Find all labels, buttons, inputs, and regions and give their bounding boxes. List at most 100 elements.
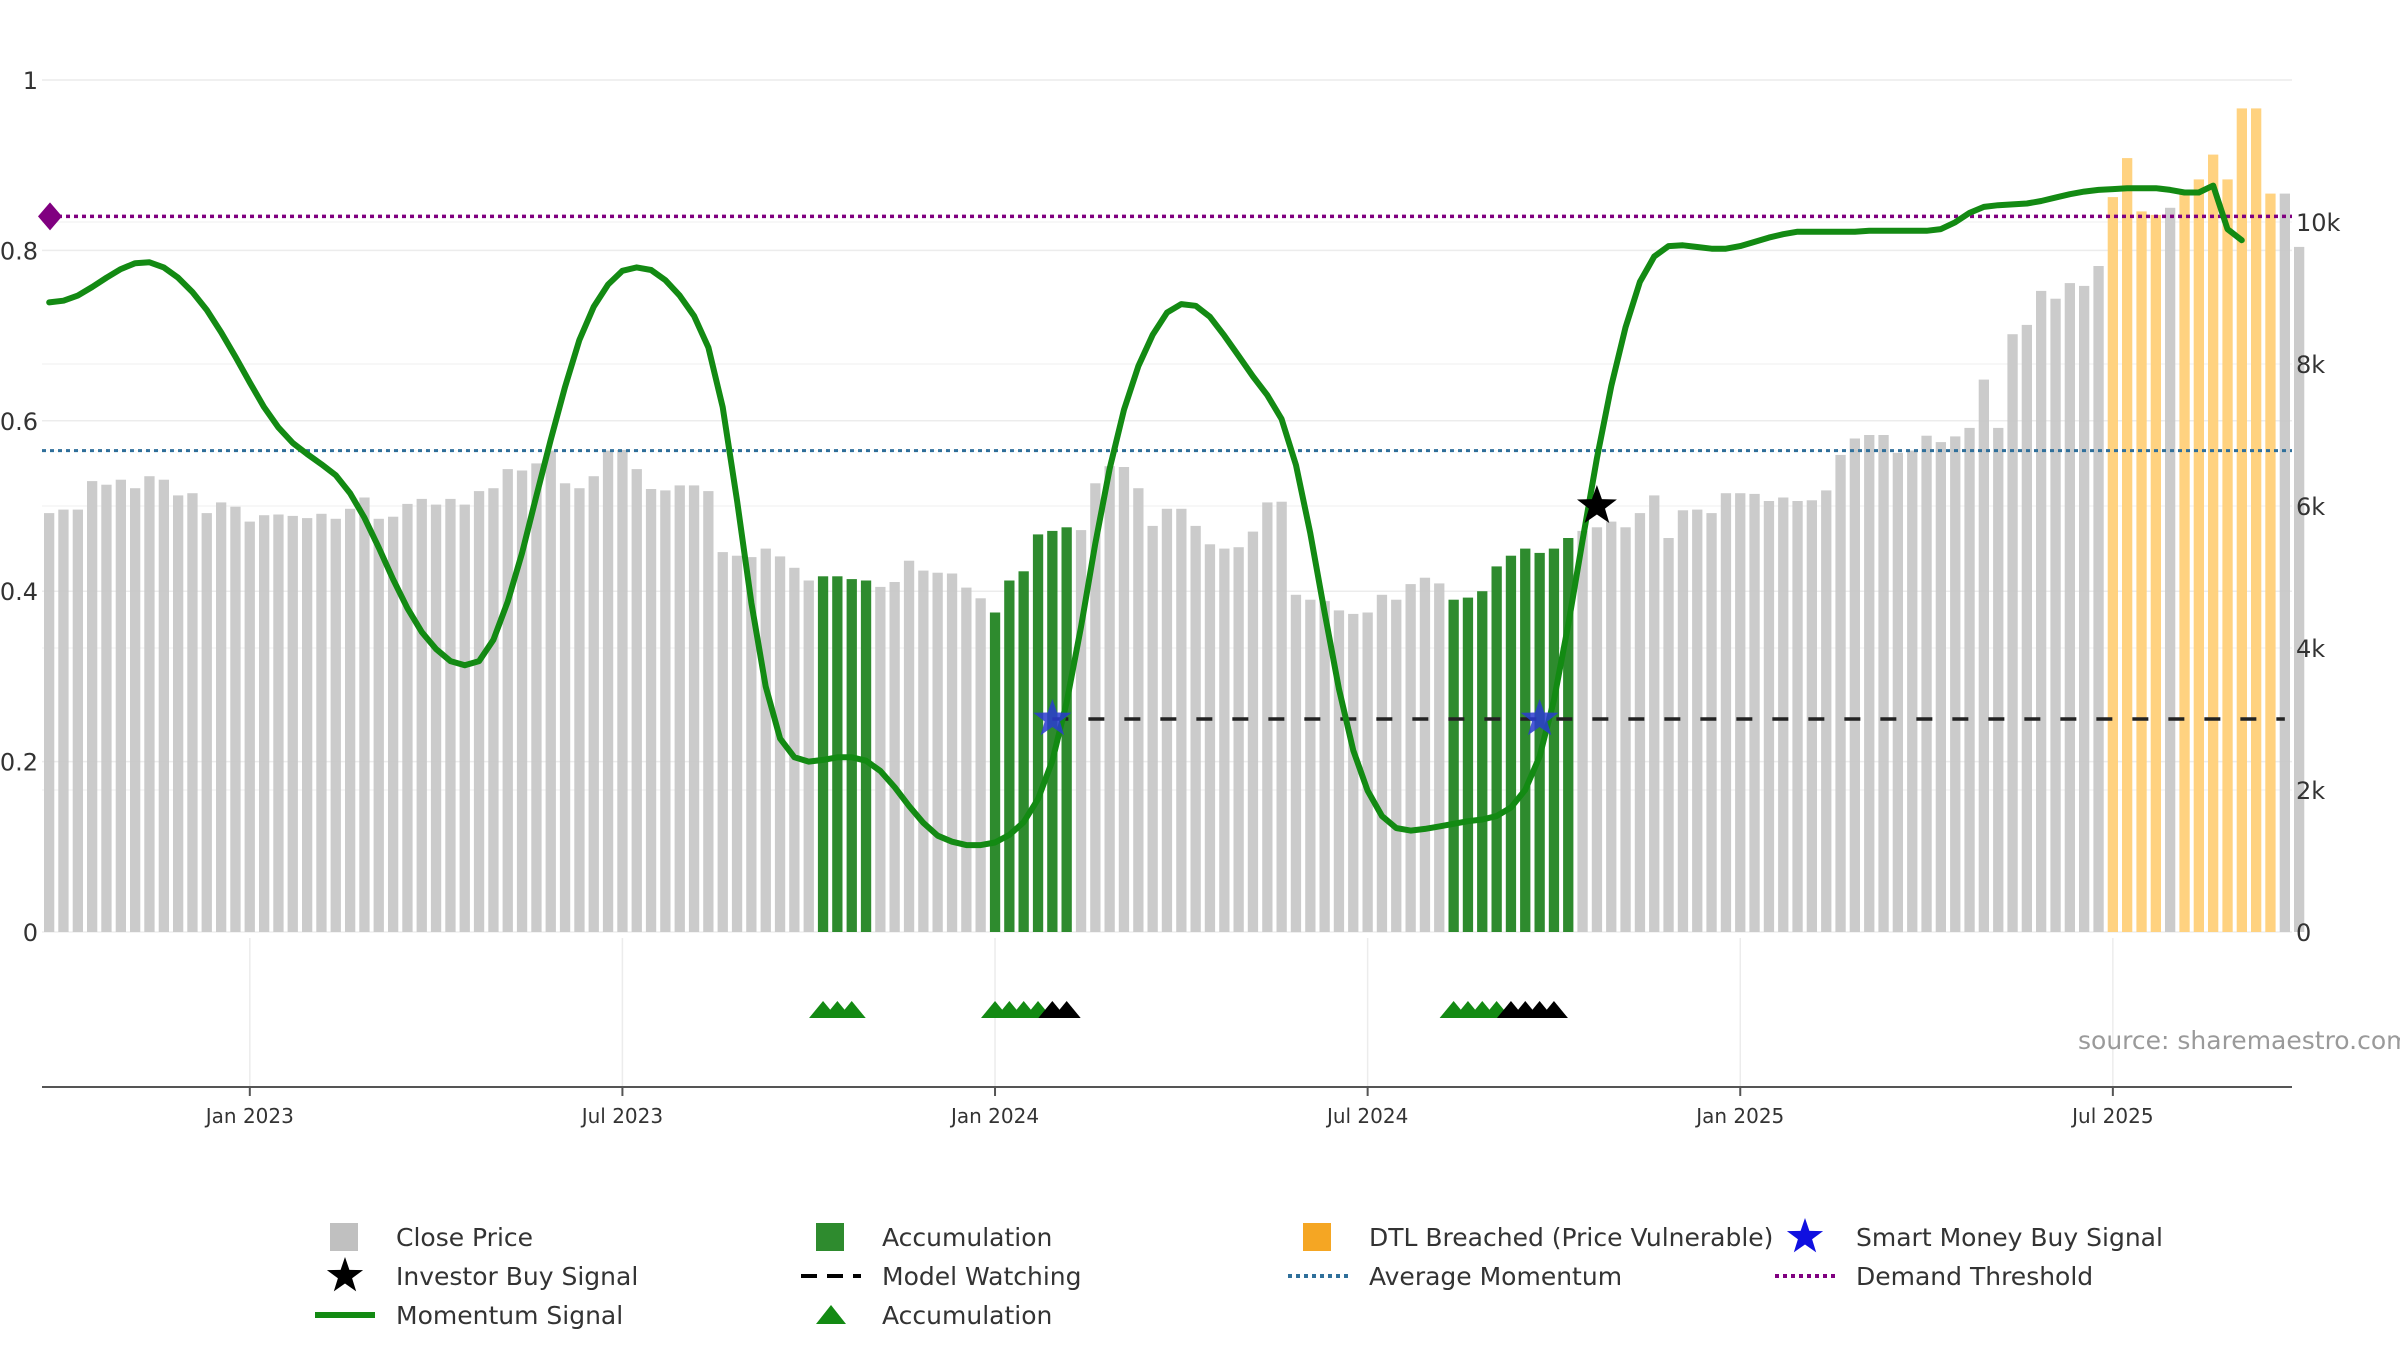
legend-label: Close Price: [396, 1223, 533, 1252]
legend-swatch: [1303, 1223, 1331, 1251]
legend-swatch: [330, 1223, 358, 1251]
signal-markers: [1033, 485, 1617, 736]
price-bar: [1262, 502, 1273, 932]
price-bar: [559, 483, 571, 932]
price-bar: [2064, 283, 2075, 933]
price-bar: [574, 488, 585, 932]
price-bar: [1649, 495, 1660, 932]
price-bar: [1548, 548, 1560, 932]
price-bar: [1391, 599, 1402, 932]
price-bar: [1333, 610, 1345, 932]
price-bar: [1133, 488, 1144, 932]
legend-label: Demand Threshold: [1856, 1262, 2093, 1291]
price-bar: [416, 498, 427, 932]
legend-label: Accumulation: [882, 1223, 1052, 1252]
price-bar: [1448, 599, 1459, 932]
source-label: source: sharemaestro.com: [2078, 1026, 2400, 1055]
price-bar: [1118, 467, 1130, 932]
price-bar: [1663, 538, 1674, 932]
reference-lines: [38, 202, 2292, 721]
price-bar: [1405, 584, 1416, 932]
price-bar: [832, 576, 843, 932]
price-bar: [2279, 193, 2290, 933]
price-bar: [259, 515, 270, 932]
price-bar: [989, 612, 1001, 932]
y2-tick-label: 8k: [2296, 351, 2325, 379]
price-bar: [1591, 527, 1603, 932]
price-bar: [445, 498, 456, 932]
price-bar: [516, 470, 528, 932]
price-bar: [1821, 490, 1832, 932]
price-bar: [1348, 613, 1359, 932]
accumulation-triangle: [1052, 1001, 1081, 1018]
price-bar: [144, 476, 155, 932]
price-bar: [645, 489, 657, 932]
price-bar: [1950, 436, 1961, 932]
price-bar: [918, 570, 929, 932]
legend-star-icon: [1786, 1218, 1824, 1253]
price-bar: [1706, 513, 1717, 932]
price-bar: [2093, 266, 2104, 932]
price-bar: [602, 450, 614, 932]
price-bar: [1491, 566, 1502, 932]
price-bar: [1864, 435, 1875, 932]
smart-money-buy-star: [1033, 699, 1072, 736]
price-bar: [2294, 246, 2305, 932]
price-bar: [1520, 548, 1531, 932]
x-tick-label: Jan 2024: [949, 1104, 1039, 1128]
demand-threshold-marker: [38, 202, 62, 231]
y-tick-label: 0.4: [0, 578, 38, 606]
price-bar: [860, 580, 872, 932]
price-bar: [402, 503, 413, 932]
price-bar: [1104, 466, 1115, 932]
y-tick-label: 0.2: [0, 749, 38, 777]
price-bar: [545, 450, 556, 932]
price-bar: [975, 598, 986, 932]
price-bar: [1692, 509, 1703, 932]
price-bar: [1620, 527, 1631, 932]
price-bar: [1634, 513, 1646, 932]
price-bar: [1075, 530, 1087, 932]
price-bar: [1176, 508, 1187, 932]
price-bar: [1419, 577, 1431, 932]
legend-item: Demand Threshold: [1775, 1262, 2093, 1291]
price-bar: [1763, 501, 1775, 932]
y2-tick-label: 0: [2296, 919, 2311, 947]
price-bar: [2021, 324, 2032, 932]
price-bar: [703, 491, 714, 932]
price-bar: [488, 488, 499, 932]
price-bar: [230, 506, 241, 932]
price-bar: [961, 587, 972, 932]
price-bar: [1319, 601, 1330, 932]
price-bar: [1376, 594, 1388, 933]
price-bar: [1090, 483, 1101, 932]
price-bar: [789, 567, 800, 932]
price-bar: [430, 504, 442, 932]
price-bar: [1849, 438, 1860, 932]
price-bar: [1061, 527, 1072, 932]
price-bar: [44, 513, 55, 932]
price-bar: [660, 490, 671, 932]
price-bar: [330, 518, 341, 932]
price-bar: [173, 495, 184, 932]
investor-buy-star: [1577, 485, 1617, 523]
legend: Close Price Accumulation DTL Breached (Pri…: [315, 1218, 2163, 1330]
price-bar: [2079, 285, 2090, 932]
price-bar: [459, 504, 470, 932]
price-bar: [875, 586, 886, 932]
price-bar: [717, 552, 728, 932]
price-bar: [1907, 450, 1918, 932]
price-bar: [388, 516, 399, 932]
price-bar: [1233, 547, 1244, 932]
price-bar: [2236, 108, 2247, 932]
legend-item: Momentum Signal: [315, 1301, 623, 1330]
momentum-line: [46, 182, 2245, 849]
price-bar: [2050, 298, 2061, 932]
price-bar: [588, 476, 599, 932]
price-bar: [903, 560, 915, 932]
legend-item: Accumulation: [816, 1223, 1052, 1252]
price-bar: [1993, 427, 2004, 932]
price-bar: [316, 513, 327, 932]
price-bar: [373, 518, 384, 932]
